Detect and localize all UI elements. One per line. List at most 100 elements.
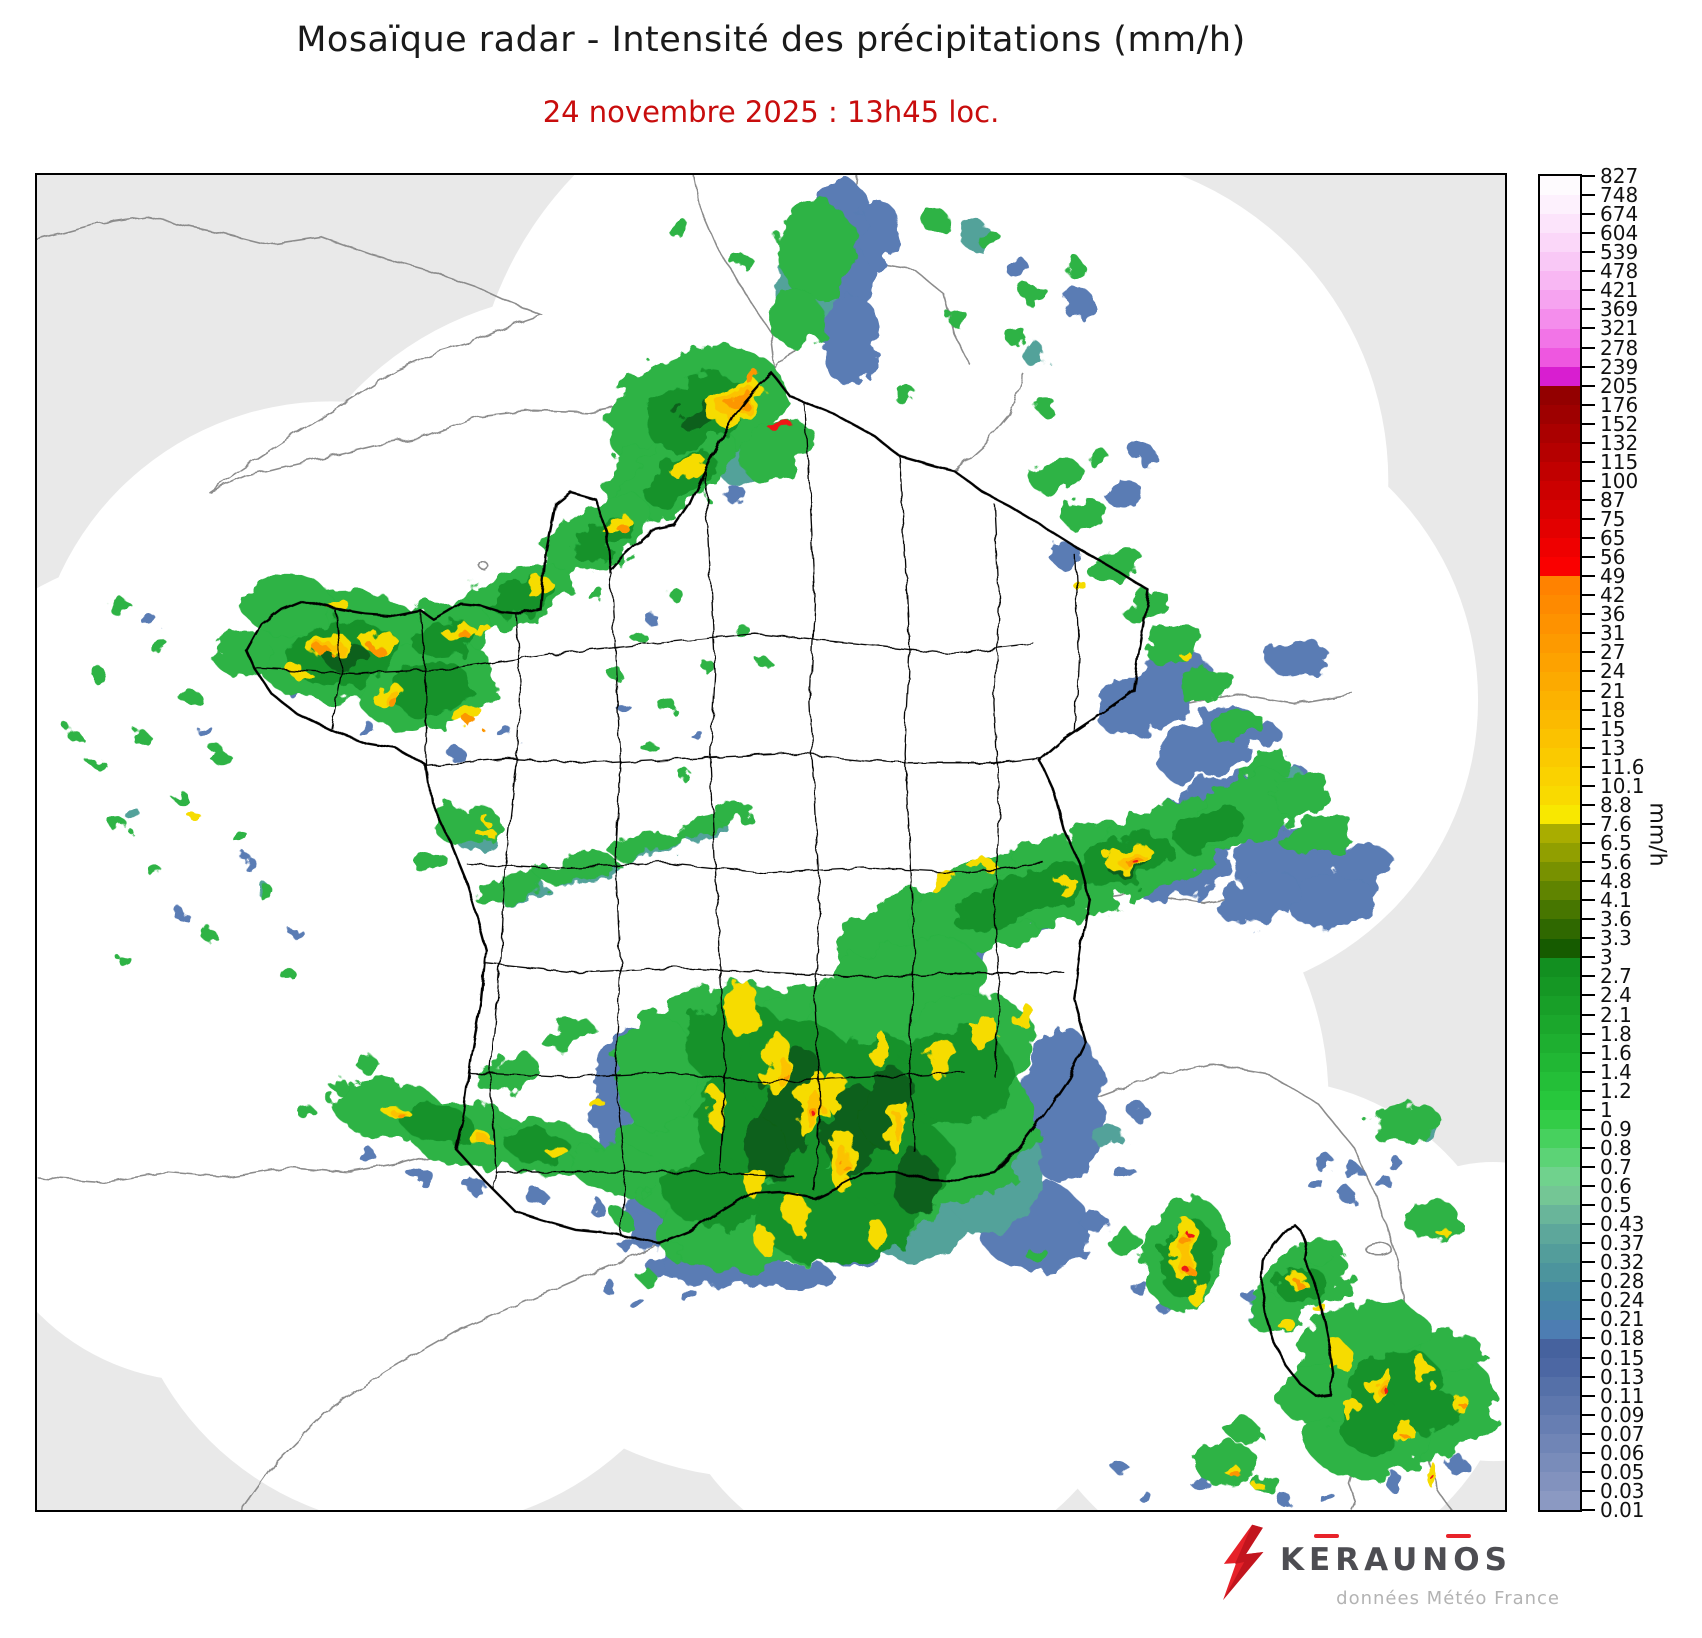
- colorbar-segment: [1540, 328, 1580, 348]
- precipitation-cell: [1369, 1105, 1441, 1143]
- precipitation-cell: [1276, 1317, 1295, 1330]
- tick-label: 65: [1600, 526, 1626, 551]
- precipitation-cell: [1211, 708, 1261, 743]
- precipitation-cell: [1009, 257, 1030, 282]
- timestamp-subtitle: 24 novembre 2025 : 13h45 loc.: [542, 95, 1000, 129]
- precipitation-cell: [1417, 1359, 1434, 1388]
- precipitation-cell: [392, 662, 472, 717]
- precipitation-cell: [446, 746, 465, 761]
- colorbar-segment: [1540, 1052, 1580, 1072]
- tick-mark: [1582, 1013, 1595, 1016]
- colorbar-segment: [1540, 1357, 1580, 1377]
- colorbar-segment: [1540, 709, 1580, 729]
- brand-name: KERAUNOS: [1280, 1542, 1512, 1578]
- precipitation-cell: [1227, 1468, 1238, 1477]
- tick-label: 10.1: [1600, 773, 1645, 798]
- tick-mark: [1582, 994, 1595, 997]
- tick-mark: [1582, 880, 1595, 883]
- precipitation-cell: [727, 981, 757, 1038]
- lightning-bolt-icon: [1223, 1524, 1264, 1601]
- precipitation-cell: [195, 723, 212, 736]
- brand-logo: KERAUNOS données Météo France: [1140, 1520, 1560, 1630]
- precipitation-cell: [609, 669, 626, 682]
- precipitation-cell: [670, 589, 685, 602]
- precipitation-cell: [123, 807, 140, 820]
- tick-mark: [1582, 842, 1595, 844]
- tick-label: 49: [1600, 564, 1626, 589]
- colorbar-segment: [1540, 423, 1580, 443]
- precipitation-cell: [945, 308, 968, 325]
- precipitation-cell: [88, 757, 105, 770]
- precipitation-cell: [1012, 1000, 1031, 1029]
- precipitation-cell: [1179, 1237, 1192, 1246]
- tick-mark: [1582, 765, 1595, 768]
- colorbar-segment: [1540, 1281, 1580, 1301]
- colorbar-segment: [1540, 728, 1580, 748]
- tick-label: 36: [1600, 602, 1626, 627]
- precipitation-cell: [668, 220, 693, 239]
- tick-mark: [1582, 1299, 1595, 1302]
- precipitation-cell: [729, 251, 752, 268]
- tick-label: 5.6: [1600, 850, 1632, 875]
- precipitation-cell: [1025, 1245, 1048, 1262]
- tick-mark: [1582, 1204, 1595, 1207]
- precipitation-cell: [1089, 548, 1143, 584]
- precipitation-cell: [1113, 1164, 1136, 1180]
- precipitation-cell: [618, 1236, 637, 1251]
- precipitation-cell: [1080, 1211, 1109, 1232]
- tick-mark: [1582, 1337, 1595, 1340]
- colorbar-segment: [1540, 252, 1580, 272]
- tick-label: 1.6: [1600, 1040, 1632, 1065]
- colorbar-segment: [1540, 309, 1580, 329]
- tick-mark: [1582, 479, 1595, 482]
- precipitation-cell: [1022, 342, 1047, 367]
- precipitation-cell: [200, 928, 217, 941]
- tick-mark: [1582, 422, 1595, 425]
- precipitation-cell: [645, 614, 660, 625]
- tick-mark: [1582, 537, 1595, 540]
- precipitation-cell: [570, 1143, 664, 1195]
- precipitation-cell: [208, 748, 229, 763]
- tick-mark: [1582, 651, 1595, 654]
- colorbar-segment: [1540, 1338, 1580, 1358]
- tick-mark: [1582, 1089, 1595, 1092]
- precipitation-cell: [1098, 651, 1210, 735]
- precipitation-cell: [1277, 1495, 1294, 1508]
- tick-mark: [1582, 213, 1595, 216]
- tick-label: 205: [1600, 373, 1639, 398]
- precipitation-cell: [715, 803, 755, 823]
- tick-label: 0.09: [1600, 1402, 1645, 1427]
- precipitation-cell: [1227, 1419, 1260, 1444]
- precipitation-cell: [1188, 1277, 1206, 1306]
- precipitation-cell: [1290, 1278, 1301, 1285]
- colorbar-segment: [1540, 176, 1580, 196]
- tick-mark: [1582, 803, 1595, 806]
- precipitation-cell: [211, 631, 272, 676]
- precipitation-cell: [480, 816, 491, 825]
- precipitation-cell: [755, 1227, 775, 1256]
- precipitation-cell: [1075, 583, 1090, 592]
- page-title: Mosaïque radar - Intensité des précipita…: [296, 20, 1246, 60]
- precipitation-cell: [1303, 1237, 1344, 1266]
- precipitation-cell: [723, 486, 748, 503]
- colorbar-segment: [1540, 442, 1580, 462]
- tick-mark: [1582, 1185, 1595, 1188]
- precipitation-cell: [177, 687, 200, 704]
- tick-label: 239: [1600, 354, 1639, 379]
- precipitation-cell: [587, 1097, 604, 1108]
- tick-label: 0.15: [1600, 1345, 1645, 1370]
- precipitation-cell: [170, 789, 187, 802]
- precipitation-cell: [1063, 257, 1086, 276]
- precipitation-cell: [388, 699, 401, 708]
- tick-label: 0.6: [1600, 1174, 1632, 1199]
- colorbar-segment: [1540, 500, 1580, 520]
- tick-mark: [1582, 918, 1595, 921]
- precipitation-cell: [740, 419, 814, 480]
- tick-label: 1.2: [1600, 1078, 1632, 1103]
- tick-mark: [1582, 975, 1595, 978]
- tick-mark: [1582, 460, 1595, 463]
- precipitation-cell: [1423, 1331, 1484, 1372]
- colorbar-segment: [1540, 938, 1580, 958]
- tick-label: 0.11: [1600, 1383, 1645, 1408]
- tick-label: 11.6: [1600, 754, 1645, 779]
